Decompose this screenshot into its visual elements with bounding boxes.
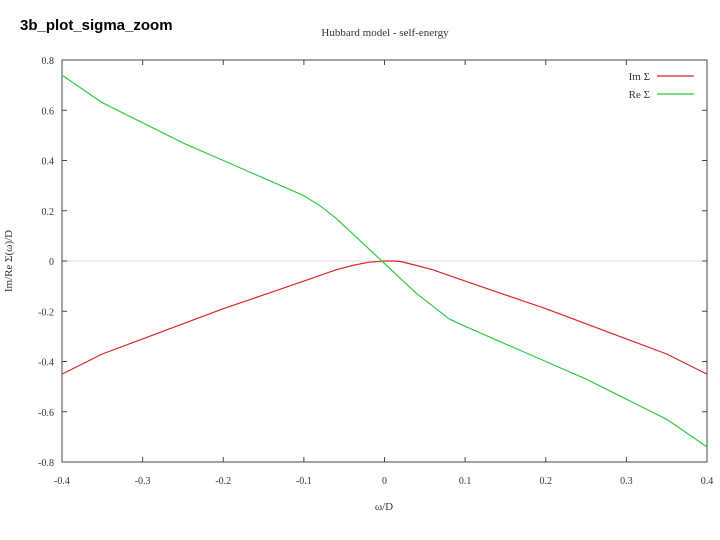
slide-caption: 3b_plot_sigma_zoom xyxy=(20,17,173,34)
legend-label-0: Im Σ xyxy=(629,71,650,83)
x-tick-label: 0.2 xyxy=(540,476,553,487)
chart-title: Hubbard model - self-energy xyxy=(321,27,449,39)
y-tick-label: -0.2 xyxy=(38,307,54,318)
y-tick-label: 0.6 xyxy=(42,106,55,117)
x-tick-label: 0.4 xyxy=(701,476,714,487)
x-tick-label: 0 xyxy=(382,476,387,487)
y-tick-label: 0.2 xyxy=(42,207,55,218)
y-tick-label: -0.4 xyxy=(38,358,54,369)
x-tick-label: -0.4 xyxy=(54,476,70,487)
y-axis-label: Im/Re Σ(ω)/D xyxy=(3,230,15,292)
legend-label-1: Re Σ xyxy=(629,89,650,101)
y-tick-label: 0.8 xyxy=(42,56,55,67)
series-line-1 xyxy=(61,74,708,448)
x-tick-label: -0.2 xyxy=(215,476,231,487)
x-tick-label: 0.1 xyxy=(459,476,472,487)
x-tick-label: -0.3 xyxy=(135,476,151,487)
y-tick-label: 0.4 xyxy=(42,157,55,168)
x-tick-label: -0.1 xyxy=(296,476,312,487)
y-tick-label: -0.8 xyxy=(38,458,54,469)
y-tick-label: 0 xyxy=(49,257,54,268)
y-tick-label: -0.6 xyxy=(38,408,54,419)
x-tick-label: 0.3 xyxy=(620,476,633,487)
x-axis-label: ω/D xyxy=(375,501,393,513)
series-line-0 xyxy=(61,260,708,375)
